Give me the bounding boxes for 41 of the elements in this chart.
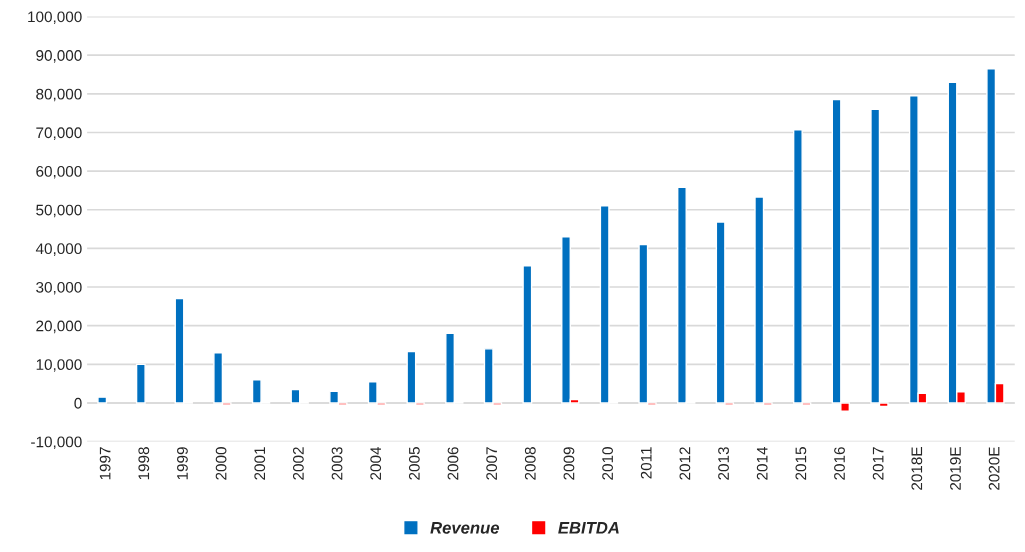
x-tick-label: 1997 [99, 447, 111, 480]
x-tick-label: 2002 [292, 447, 304, 480]
y-tick-label: 100,000 [28, 11, 82, 25]
y-tick-label: 20,000 [36, 320, 82, 334]
x-tick-label: 2007 [486, 447, 498, 480]
x-tick-label: 2001 [254, 447, 266, 480]
x-tick-label: 2005 [408, 447, 420, 480]
x-tick-label: 2012 [679, 447, 691, 480]
legend-label: Revenue [430, 522, 500, 534]
x-tick-label: 2009 [563, 447, 575, 480]
y-tick-label: 30,000 [36, 281, 82, 295]
x-tick-label: 2004 [370, 446, 382, 480]
x-tick-label: 1998 [138, 447, 150, 480]
y-tick-label: 40,000 [35, 243, 82, 256]
legend-label: EBITDA [558, 522, 619, 534]
x-tick-label: 2015 [795, 447, 807, 480]
bar [522, 265, 533, 404]
x-tick-label: 2017 [872, 447, 884, 480]
x-tick-label: 1999 [177, 447, 188, 480]
y-tick-label: 80,000 [36, 88, 82, 102]
x-tick-label: 2003 [331, 447, 343, 480]
x-tick-label: 2020E [988, 447, 1000, 490]
x-tick-label: 2008 [524, 447, 536, 480]
y-tick-label: 10,000 [36, 359, 82, 372]
y-tick-label: 0 [74, 397, 82, 409]
x-tick-label: 2016 [834, 447, 845, 480]
x-tick-label: 2011 [640, 447, 652, 479]
y-tick-label: 50,000 [36, 204, 82, 218]
x-tick-label: 2019E [950, 447, 961, 490]
y-tick-label: 90,000 [36, 50, 82, 63]
x-tick-label: 2013 [718, 447, 729, 480]
y-tick-label: 60,000 [36, 165, 82, 179]
x-tick-label: 2014 [756, 446, 768, 480]
bar [97, 396, 108, 404]
x-tick-label: 2006 [447, 447, 459, 480]
x-tick-label: 2018E [911, 447, 923, 490]
x-tick-label: 2010 [602, 447, 614, 480]
bar [135, 363, 146, 404]
y-tick-label: 70,000 [36, 127, 82, 140]
x-tick-label: 2000 [215, 447, 227, 480]
y-tick-label: -10,000 [31, 436, 82, 450]
